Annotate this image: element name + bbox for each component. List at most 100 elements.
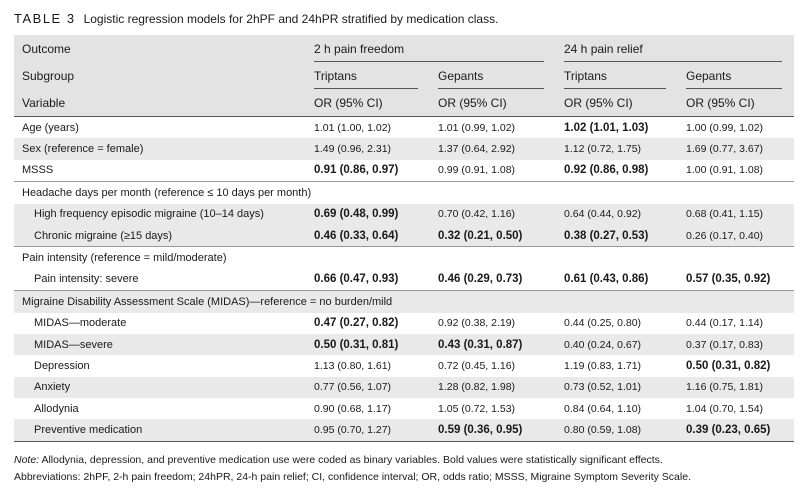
variable-label: Variable: [14, 89, 306, 117]
regression-table: Outcome 2 h pain freedom 24 h pain relie…: [14, 35, 795, 442]
table-row: Sex (reference = female) 1.49 (0.96, 2.31…: [14, 138, 795, 160]
table-row: MSSS 0.91 (0.86, 0.97) 0.99 (0.91, 1.08) 0.…: [14, 159, 795, 182]
table-row: Chronic migraine (≥15 days) 0.46 (0.33, 0…: [14, 224, 795, 247]
table-row: Anxiety 0.77 (0.56, 1.07) 1.28 (0.82, 1.98…: [14, 376, 795, 399]
variable-name: Age (years): [22, 121, 79, 134]
outcome-2h-pain-freedom: 2 h pain freedom: [306, 35, 556, 62]
metric-header: OR (95% CI): [678, 89, 795, 117]
or-value-cell: 1.05 (0.72, 1.53): [438, 402, 516, 415]
table-row: Allodynia 0.90 (0.68, 1.17) 1.05 (0.72, 1.…: [14, 398, 795, 420]
or-value-cell: 1.49 (0.96, 2.31): [314, 143, 392, 156]
table-body: Age (years) 1.01 (1.00, 1.02) 1.01 (0.99, …: [14, 116, 795, 442]
table-caption: TABLE 3 Logistic regression models for 2h…: [14, 10, 794, 28]
or-value-cell: 0.92 (0.86, 0.98): [564, 164, 649, 177]
or-value-cell: 0.92 (0.38, 2.19): [438, 317, 516, 330]
or-value-cell: 0.80 (0.59, 1.08): [556, 419, 678, 442]
table-row: High frequency episodic migraine (10–14 …: [14, 203, 795, 225]
or-value-cell: 0.40 (0.24, 0.67): [564, 338, 642, 351]
subgroup-gepants-24h: Gepants: [678, 62, 794, 89]
variable-name: Sex (reference = female): [22, 143, 144, 156]
or-value-cell: 0.32 (0.21, 0.50): [438, 229, 523, 242]
or-value-cell: 0.95 (0.70, 1.27): [306, 419, 430, 442]
or-value-cell: 0.43 (0.31, 0.87): [438, 338, 523, 351]
or-value-cell: 0.50 (0.31, 0.81): [314, 338, 399, 351]
table-row: Age (years) 1.01 (1.00, 1.02) 1.01 (0.99, …: [14, 116, 795, 139]
or-value-cell: 0.46 (0.29, 0.73): [438, 273, 523, 286]
header-row-subgroup: Subgroup Triptans Gepants Triptans Gepan…: [14, 62, 795, 89]
table-row: MIDAS—moderate 0.47 (0.27, 0.82) 0.92 (0.3…: [14, 312, 795, 334]
variable-name: MIDAS—severe: [34, 338, 113, 351]
table-row: Pain intensity: severe 0.66 (0.47, 0.93) 0…: [14, 268, 795, 291]
or-value-cell: 1.04 (0.70, 1.54): [686, 402, 764, 415]
variable-name: Depression: [34, 359, 90, 372]
subgroup-label: Subgroup: [22, 68, 75, 83]
or-value-cell: 0.61 (0.43, 0.86): [564, 273, 649, 286]
table-row: MIDAS—severe 0.50 (0.31, 0.81) 0.43 (0.31,…: [14, 333, 795, 356]
or-value-cell: 0.99 (0.91, 1.08): [438, 164, 516, 177]
or-value-cell: 0.69 (0.48, 0.99): [314, 208, 399, 221]
outcome-label: Outcome: [22, 41, 71, 56]
metric-header: OR (95% CI): [556, 89, 678, 117]
or-value-cell: 0.72 (0.45, 1.16): [438, 359, 516, 372]
variable-name: Preventive medication: [14, 419, 306, 442]
variable-name: Migraine Disability Assessment Scale (MI…: [14, 290, 795, 313]
section-header-row: Pain intensity (reference = mild/moderat…: [14, 246, 795, 269]
or-value-cell: 0.77 (0.56, 1.07): [314, 381, 392, 394]
table-title: Logistic regression models for 2hPF and …: [83, 12, 499, 26]
or-value-cell: 0.39 (0.23, 0.65): [678, 419, 795, 442]
or-value-cell: 0.66 (0.47, 0.93): [314, 273, 399, 286]
variable-name: Allodynia: [34, 402, 79, 415]
or-value-cell: 0.44 (0.17, 1.14): [686, 317, 764, 330]
header-row-outcome: Outcome 2 h pain freedom 24 h pain relie…: [14, 35, 795, 62]
or-value-cell: 0.44 (0.25, 0.80): [564, 317, 642, 330]
abbreviations-line: Abbreviations: 2hPF, 2-h pain freedom; 2…: [14, 471, 691, 483]
note-text: Allodynia, depression, and preventive me…: [41, 454, 663, 466]
or-value-cell: 0.70 (0.42, 1.16): [438, 208, 516, 221]
variable-name: Anxiety: [34, 381, 71, 394]
or-value-cell: 1.13 (0.80, 1.61): [314, 359, 392, 372]
or-value-cell: 1.00 (0.99, 1.02): [686, 121, 764, 134]
or-value-cell: 0.68 (0.41, 1.15): [686, 208, 764, 221]
or-value-cell: 1.28 (0.82, 1.98): [438, 381, 516, 394]
subgroup-triptans-2h: Triptans: [306, 62, 430, 89]
or-value-cell: 0.38 (0.27, 0.53): [564, 229, 649, 242]
outcome-24h-pain-relief: 24 h pain relief: [556, 35, 794, 62]
table-label: TABLE 3: [14, 11, 76, 26]
variable-name: Pain intensity: severe: [34, 273, 139, 286]
or-value-cell: 0.26 (0.17, 0.40): [686, 229, 764, 242]
or-value-cell: 1.12 (0.72, 1.75): [564, 143, 642, 156]
or-value-cell: 1.02 (1.01, 1.03): [564, 121, 649, 134]
or-value-cell: 0.46 (0.33, 0.64): [314, 229, 399, 242]
note-line: Note: Allodynia, depression, and prevent…: [14, 452, 804, 469]
or-value-cell: 1.37 (0.64, 2.92): [438, 143, 516, 156]
table-row: Preventive medication 0.95 (0.70, 1.27) 0.…: [14, 419, 795, 442]
or-value-cell: 1.19 (0.83, 1.71): [564, 359, 642, 372]
or-value-cell: 0.57 (0.35, 0.92): [686, 273, 771, 286]
or-value-cell: 0.91 (0.86, 0.97): [314, 164, 399, 177]
note-label: Note:: [14, 454, 40, 466]
or-value-cell: 1.69 (0.77, 3.67): [686, 143, 764, 156]
variable-name: Chronic migraine (≥15 days): [34, 229, 173, 242]
variable-name: Headache days per month (reference ≤ 10 …: [14, 181, 795, 204]
or-value-cell: 0.59 (0.36, 0.95): [430, 419, 556, 442]
metric-header: OR (95% CI): [430, 89, 556, 117]
variable-name: MSSS: [22, 164, 54, 177]
table-footnote: Note: Allodynia, depression, and prevent…: [14, 452, 804, 486]
section-header-row: Migraine Disability Assessment Scale (MI…: [14, 290, 795, 313]
or-value-cell: 0.84 (0.64, 1.10): [564, 402, 642, 415]
or-value-cell: 1.16 (0.75, 1.81): [686, 381, 764, 394]
or-value-cell: 1.01 (0.99, 1.02): [438, 121, 516, 134]
variable-name: High frequency episodic migraine (10–14 …: [34, 208, 264, 221]
or-value-cell: 1.01 (1.00, 1.02): [314, 121, 392, 134]
or-value-cell: 0.90 (0.68, 1.17): [314, 402, 392, 415]
or-value-cell: 0.50 (0.31, 0.82): [686, 359, 771, 372]
or-value-cell: 0.64 (0.44, 0.92): [564, 208, 642, 221]
or-value-cell: 0.47 (0.27, 0.82): [314, 317, 399, 330]
subgroup-gepants-2h: Gepants: [430, 62, 556, 89]
metric-header: OR (95% CI): [306, 89, 430, 117]
variable-name: Pain intensity (reference = mild/moderat…: [14, 246, 795, 269]
subgroup-triptans-24h: Triptans: [556, 62, 678, 89]
or-value-cell: 0.37 (0.17, 0.83): [686, 338, 764, 351]
or-value-cell: 0.73 (0.52, 1.01): [564, 381, 642, 394]
section-header-row: Headache days per month (reference ≤ 10 …: [14, 181, 795, 204]
